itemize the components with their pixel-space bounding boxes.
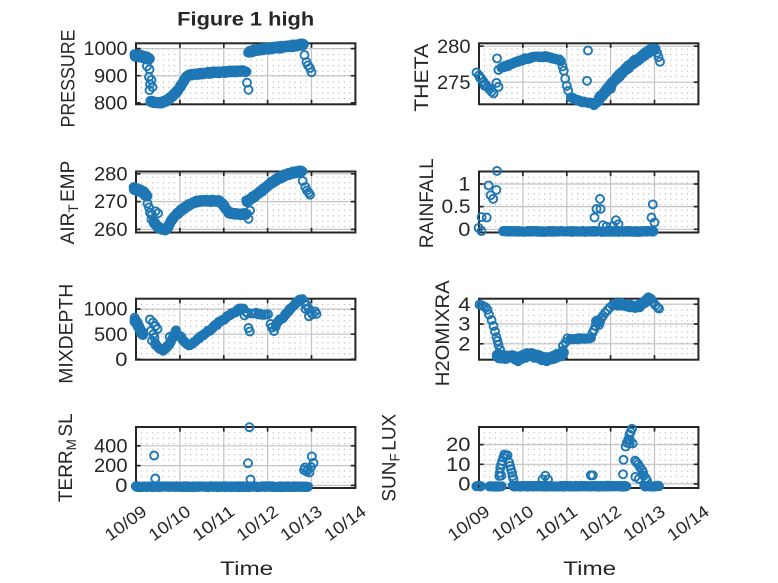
- svg-text:0: 0: [458, 220, 470, 241]
- svg-text:10: 10: [446, 455, 470, 476]
- svg-text:280: 280: [437, 37, 471, 58]
- svg-text:20: 20: [446, 435, 470, 456]
- svg-text:Figure 1 high: Figure 1 high: [177, 10, 314, 31]
- svg-text:TERRMSL: TERRMSL: [56, 413, 79, 502]
- svg-text:4: 4: [458, 295, 471, 316]
- svg-text:H2OMIXRA: H2OMIXRA: [433, 280, 454, 386]
- svg-text:RAINFALL: RAINFALL: [417, 158, 438, 248]
- svg-text:0: 0: [115, 350, 127, 371]
- svg-text:SUNFLUX: SUNFLUX: [380, 413, 403, 501]
- svg-text:AIRTEMP: AIRTEMP: [58, 161, 81, 245]
- svg-text:260: 260: [94, 220, 128, 241]
- svg-text:PRESSURE: PRESSURE: [58, 30, 79, 128]
- svg-text:1000: 1000: [84, 39, 128, 60]
- svg-text:Time: Time: [563, 559, 616, 580]
- svg-text:800: 800: [94, 93, 128, 114]
- svg-text:280: 280: [94, 164, 128, 185]
- svg-text:3: 3: [458, 315, 470, 336]
- svg-text:0: 0: [458, 475, 470, 496]
- svg-text:1: 1: [458, 175, 470, 196]
- svg-text:400: 400: [94, 436, 128, 457]
- svg-text:2: 2: [458, 334, 470, 355]
- svg-text:0: 0: [115, 476, 127, 497]
- svg-text:MIXDEPTH: MIXDEPTH: [57, 284, 78, 384]
- svg-text:200: 200: [94, 456, 128, 477]
- svg-text:1000: 1000: [84, 300, 128, 321]
- svg-text:0.5: 0.5: [442, 197, 471, 218]
- svg-text:270: 270: [94, 192, 128, 213]
- svg-text:275: 275: [437, 73, 471, 94]
- svg-text:900: 900: [94, 66, 128, 87]
- svg-text:THETA: THETA: [412, 43, 433, 111]
- svg-text:500: 500: [94, 325, 128, 346]
- svg-text:Time: Time: [220, 559, 273, 580]
